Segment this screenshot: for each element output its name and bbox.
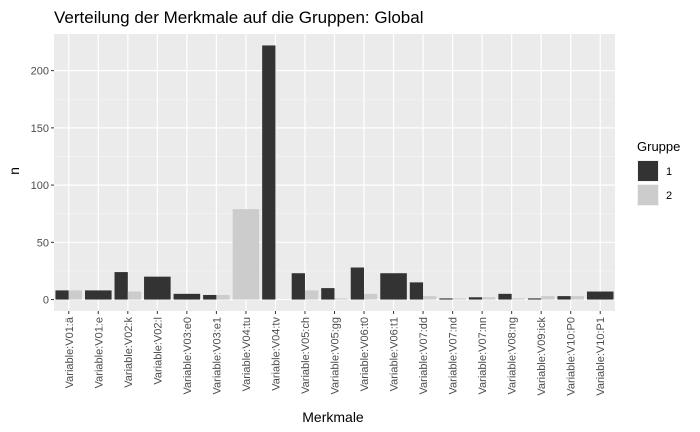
legend-swatch-1 <box>638 161 658 181</box>
y-tick-label: 150 <box>31 123 49 135</box>
legend-title: Gruppe <box>637 139 680 154</box>
bar-series-1 <box>557 296 571 300</box>
bar-series-1 <box>173 293 201 300</box>
bar-series-2 <box>482 297 496 300</box>
bar-series-1 <box>114 272 128 300</box>
bar-series-2 <box>68 290 83 300</box>
bar-series-1 <box>498 293 512 300</box>
y-tick-label: 0 <box>43 295 49 307</box>
y-tick-label: 50 <box>37 237 49 249</box>
x-tick-label: Variable:V06:t0 <box>359 317 371 391</box>
bar-series-1 <box>468 297 483 300</box>
x-tick-label: Variable:V04:tv <box>270 317 282 391</box>
bar-series-1 <box>380 273 407 300</box>
bar-series-1 <box>85 290 112 300</box>
chart-title: Verteilung der Merkmale auf die Gruppen:… <box>54 8 423 27</box>
legend-label-2: 2 <box>666 190 672 202</box>
bar-series-1 <box>144 276 171 300</box>
x-tick-label: Variable:V08:ng <box>507 317 519 394</box>
bar-series-1 <box>439 298 453 300</box>
x-tick-label: Variable:V10:P1 <box>595 317 607 396</box>
x-axis-ticks: Variable:V01:ä Variable:V01:e Variable:V02… <box>64 311 607 396</box>
x-tick-label: Variable:V04:tu <box>241 317 253 391</box>
bar-series-2 <box>232 209 260 300</box>
bar-series-1 <box>55 290 69 300</box>
x-tick-label: Variable:V01:ä <box>64 316 76 388</box>
legend: Gruppe 1 2 <box>637 139 680 206</box>
bars <box>55 45 614 300</box>
bar-series-2 <box>541 296 555 300</box>
bar-series-2 <box>511 298 525 300</box>
x-tick-label: Variable:V05:ch <box>300 317 312 394</box>
x-tick-label: Variable:V10:P0 <box>566 317 578 396</box>
y-tick-label: 200 <box>31 66 49 78</box>
bar-series-2 <box>304 290 319 300</box>
x-axis-title: Merkmale <box>302 409 364 425</box>
x-tick-label: Variable:V03:e0 <box>182 317 194 394</box>
legend-label-1: 1 <box>666 166 672 178</box>
bar-series-2 <box>127 291 142 300</box>
y-axis-ticks: 0 50 100 150 200 <box>31 66 54 307</box>
x-tick-label: Variable:V03:e1 <box>211 317 223 394</box>
bar-series-1 <box>262 45 276 300</box>
x-tick-label: Variable:V02:l <box>152 317 164 385</box>
bar-series-1 <box>291 273 305 300</box>
bar-series-2 <box>364 293 378 300</box>
bar-series-1 <box>350 267 365 300</box>
bar-series-1 <box>527 298 542 300</box>
x-tick-label: Variable:V05:gg <box>330 317 342 394</box>
x-tick-label: Variable:V07:nd <box>448 317 460 394</box>
x-tick-label: Variable:V06:t1 <box>389 317 401 391</box>
major-gridlines <box>54 34 615 311</box>
bar-series-1 <box>321 288 335 300</box>
y-tick-label: 100 <box>31 180 49 192</box>
legend-swatch-2 <box>638 185 658 205</box>
bar-series-1 <box>203 294 217 300</box>
x-tick-label: Variable:V01:e <box>93 317 105 388</box>
x-tick-label: Variable:V09:ick <box>536 317 548 396</box>
x-tick-label: Variable:V02:k <box>123 317 135 388</box>
bar-series-1 <box>409 282 424 300</box>
bar-series-2 <box>334 298 348 300</box>
bar-series-2 <box>216 294 230 300</box>
bar-series-2 <box>423 296 437 300</box>
x-tick-label: Variable:V07:nn <box>477 317 489 394</box>
y-axis-title: n <box>6 167 22 175</box>
bar-series-2 <box>452 298 466 300</box>
x-tick-label: Variable:V07:dd <box>418 317 430 394</box>
bar-series-1 <box>586 291 614 300</box>
bar-series-2 <box>570 296 584 300</box>
